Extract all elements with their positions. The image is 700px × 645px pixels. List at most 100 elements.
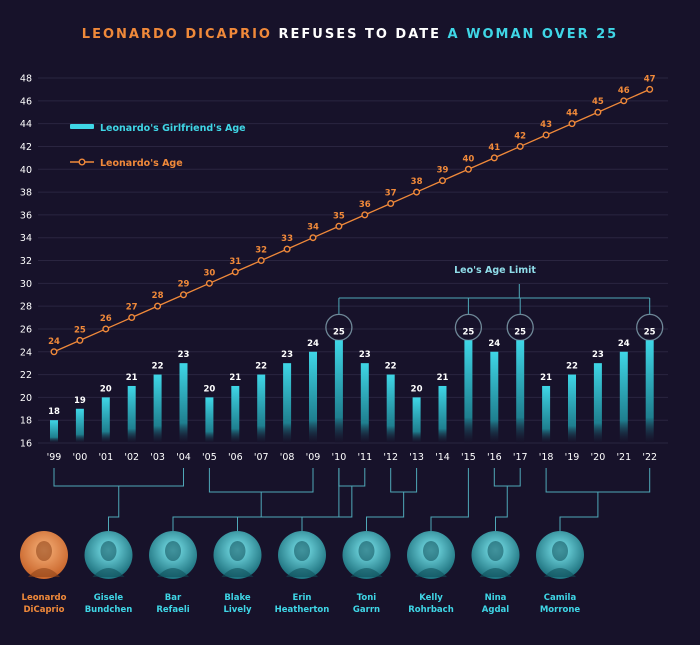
girlfriend-age-bar [231, 385, 240, 443]
x-tick-label: '15 [461, 452, 476, 463]
bracket-span [493, 468, 521, 487]
leo-age-polyline [53, 88, 650, 353]
leo-age-label: 24 [48, 337, 60, 347]
bracket-link [172, 492, 262, 531]
chart-title: LEONARDO DICAPRIO REFUSES TO DATE A WOMA… [82, 27, 618, 42]
leo-age-point [50, 348, 58, 356]
y-tick-label: 30 [20, 279, 32, 290]
girlfriend-age-bar [438, 385, 447, 443]
person-head-shape [229, 541, 246, 561]
bracket-span [390, 468, 418, 493]
y-tick-label: 34 [20, 233, 32, 244]
person-card: Toni Garrn [342, 531, 391, 615]
person-name-line: Morrone [540, 605, 581, 615]
y-tick-label: 20 [20, 393, 32, 404]
person-name-line: Toni [357, 593, 377, 603]
person-head-shape [423, 541, 439, 561]
girlfriend-age-label: 20 [203, 384, 215, 394]
leo-age-point [231, 268, 239, 276]
girlfriend-age-label: 25 [514, 327, 526, 337]
bracket-link [108, 486, 120, 531]
person-body-shape [221, 568, 254, 577]
bracket-link [366, 492, 405, 531]
x-tick-label: '11 [357, 452, 372, 463]
legend-label-girlfriend: Leonardo's Girlfriend's Age [100, 123, 246, 134]
leo-age-point [257, 257, 265, 265]
person-head-shape [552, 541, 568, 561]
girlfriend-age-label: 20 [100, 384, 112, 394]
person-head-shape [36, 541, 52, 561]
leo-age-line: 24 25 26 27 28 29 30 31 32 33 34 35 36 37 38 39 40 41 42 43… [48, 74, 656, 356]
leo-age-point [309, 234, 317, 242]
x-tick-label: '13 [409, 452, 424, 463]
person-head-shape [165, 541, 181, 561]
person-body-shape [28, 568, 60, 577]
x-tick-label: '03 [150, 452, 165, 463]
y-tick-label: 16 [20, 439, 32, 450]
leo-age-label: 38 [411, 177, 423, 187]
leo-age-label: 30 [203, 268, 215, 278]
leo-age-point [335, 222, 343, 230]
y-tick-label: 42 [20, 142, 32, 153]
leo-age-label: 27 [126, 303, 138, 313]
y-tick-label: 26 [20, 324, 32, 335]
person-card: Erin Heatherton [275, 531, 329, 615]
bracket-link [495, 486, 508, 531]
girlfriend-age-bar [568, 374, 576, 443]
leo-age-label: 45 [592, 97, 604, 107]
x-tick-label: '01 [98, 452, 113, 463]
girlfriend-age-bar [179, 363, 188, 443]
bracket-span [53, 468, 184, 487]
x-tick-label: '16 [487, 452, 502, 463]
leo-age-point [128, 314, 136, 322]
girlfriend-age-label: 21 [229, 373, 241, 383]
y-tick-label: 46 [20, 96, 32, 107]
x-tick-label: '21 [616, 452, 631, 463]
leo-age-label: 35 [333, 211, 345, 221]
x-tick-label: '14 [435, 452, 450, 463]
y-tick-label: 24 [20, 347, 32, 358]
girlfriend-age-bar [127, 385, 136, 443]
leo-age-point [387, 199, 395, 207]
girlfriend-age-label: 21 [540, 373, 552, 383]
girlfriend-age-label: 24 [488, 339, 500, 349]
x-tick-label: '17 [513, 452, 528, 463]
person-name-line: Leonardo [22, 593, 67, 603]
legend: Leonardo's Girlfriend's Age Leonardo's A… [70, 123, 246, 169]
person-head-shape [358, 541, 375, 561]
girlfriend-age-bar [360, 363, 369, 443]
x-tick-label: '05 [202, 452, 217, 463]
girlfriend-age-bar [542, 385, 551, 443]
person-name-line: Rohrbach [408, 605, 454, 615]
x-tick-label: '09 [306, 452, 321, 463]
leo-age-label: 25 [74, 325, 86, 335]
relationship-brackets [53, 468, 651, 531]
girlfriend-age-bar [101, 397, 110, 443]
girlfriend-age-bars: 18 19 20 21 22 23 20 21 22 23 24 25 23 22 20 21 25 24 25 21… [48, 327, 656, 443]
leo-age-label: 34 [307, 223, 319, 233]
y-tick-label: 36 [20, 210, 32, 221]
girlfriend-age-bar [283, 363, 292, 443]
bracket-span [208, 468, 314, 493]
person-body-shape [544, 568, 576, 577]
bracket-link [237, 480, 340, 531]
person-body-shape [92, 568, 125, 577]
girlfriend-age-label: 25 [333, 327, 345, 337]
x-tick-label: '19 [565, 452, 580, 463]
person-head-shape [294, 541, 310, 561]
person-body-shape [350, 568, 383, 577]
person-name-line: Lively [223, 605, 252, 615]
girlfriend-age-label: 20 [411, 384, 423, 394]
girlfriend-age-bar [516, 340, 525, 443]
title-part-3: A WOMAN OVER 25 [448, 27, 619, 42]
girlfriend-age-bar [334, 340, 343, 443]
legend-label-leo: Leonardo's Age [100, 158, 183, 169]
person-name-line: Bundchen [85, 605, 133, 615]
leo-age-label: 37 [385, 188, 397, 198]
person-body-shape [415, 568, 447, 577]
girlfriend-age-label: 23 [281, 350, 293, 360]
leo-age-label: 32 [255, 246, 267, 256]
leo-age-label: 44 [566, 109, 578, 119]
girlfriend-age-bar [205, 397, 214, 443]
person-head-shape [487, 541, 504, 561]
